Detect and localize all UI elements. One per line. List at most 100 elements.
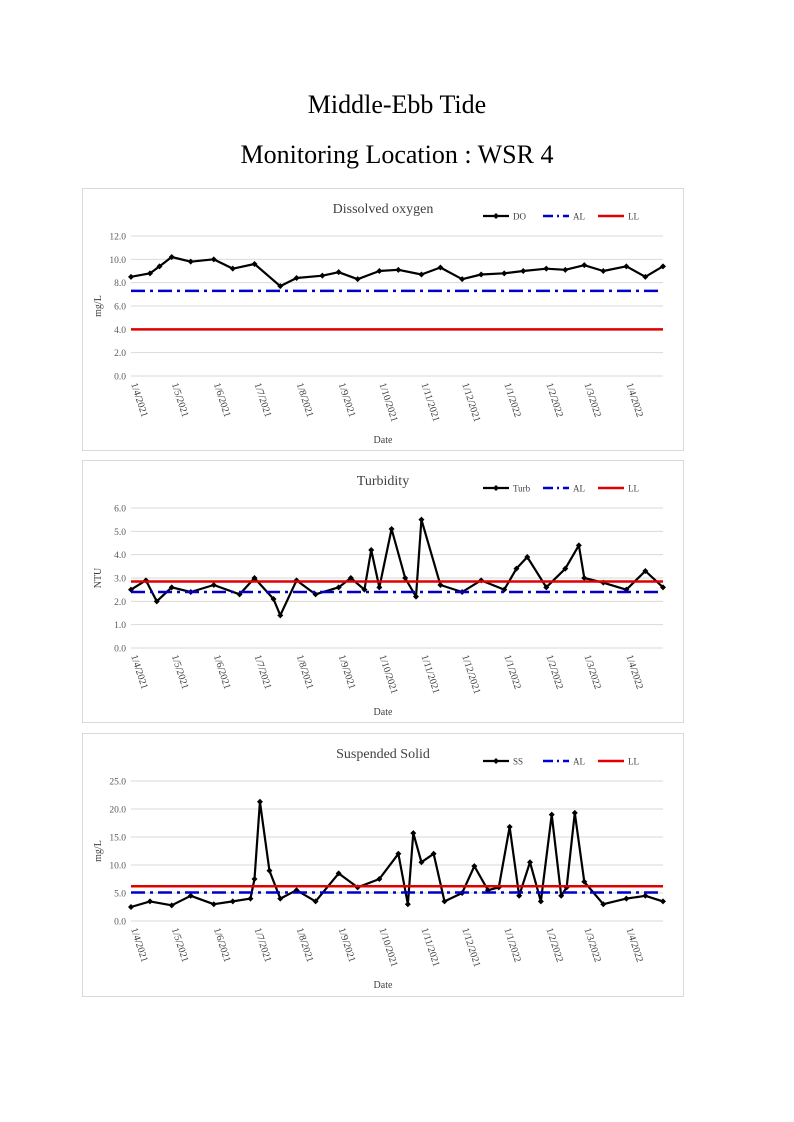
legend-ss-marker [493, 758, 499, 764]
data-point [335, 269, 342, 276]
suspended-solid-chart-svg: Suspended Solid 0.0 5.0 10.0 15.0 20.0 25.0 1/4… [93, 747, 666, 991]
x-tick-label: 1/4/2022 [624, 927, 645, 964]
legend-turb-label: Turb [513, 484, 531, 494]
data-point [147, 270, 153, 277]
y-tick-label: 4.0 [114, 551, 126, 561]
y-tick-label: 0.0 [114, 645, 126, 655]
y-tick-label: 12.0 [109, 233, 126, 243]
data-point [236, 591, 243, 598]
x-tick-label: 1/11/2021 [419, 654, 442, 696]
data-point [562, 266, 569, 273]
y-axis-title: mg/L [93, 295, 104, 317]
y-axis-title: NTU [93, 567, 104, 588]
data-point [660, 584, 666, 591]
data-point [413, 593, 419, 600]
x-tick-label: 1/1/2022 [501, 382, 522, 419]
page-subtitle: Monitoring Location : WSR 4 [240, 140, 554, 169]
data-point [600, 268, 607, 274]
x-tick-label: 1/9/2021 [336, 927, 357, 964]
data-point [527, 859, 533, 866]
data-point [312, 591, 319, 598]
data-point [524, 554, 531, 560]
data-point [147, 898, 153, 905]
y-tick-label: 20.0 [109, 806, 126, 816]
data-point [128, 904, 134, 910]
x-tick-label: 1/4/2021 [128, 382, 149, 419]
data-point [368, 547, 375, 553]
data-point [471, 863, 478, 870]
x-tick-label: 1/3/2022 [581, 654, 602, 691]
x-tick-label: 1/12/2021 [459, 654, 482, 696]
y-tick-label: 25.0 [109, 778, 126, 788]
data-point [270, 596, 277, 602]
data-point [335, 870, 342, 877]
data-point [210, 256, 217, 263]
data-point [520, 268, 527, 274]
data-point [395, 850, 402, 857]
x-tick-label: 1/2/2022 [543, 927, 564, 964]
data-point [575, 542, 582, 549]
legend-al-label: AL [573, 484, 585, 494]
chart-suspended-solid: Suspended Solid 0.0 5.0 10.0 15.0 20.0 25.0 1/4… [82, 733, 684, 997]
data-point [402, 575, 409, 581]
data-point [293, 275, 300, 281]
data-point [501, 586, 508, 593]
series-do-line [130, 255, 664, 288]
data-point [562, 565, 569, 572]
data-point [571, 809, 578, 816]
x-tick-label: 1/9/2021 [336, 654, 357, 691]
legend-ll-label: LL [628, 212, 639, 222]
data-point [543, 265, 550, 272]
x-tick-label: 1/8/2021 [294, 927, 315, 964]
data-point [128, 586, 134, 593]
x-tick-label: 1/10/2021 [377, 654, 400, 696]
x-tick-label: 1/6/2021 [211, 927, 232, 964]
data-point [187, 892, 194, 899]
x-tick-label: 1/1/2022 [501, 927, 522, 964]
data-point [642, 273, 649, 280]
data-point [418, 271, 425, 278]
data-point [548, 811, 555, 818]
x-tick-label: 1/7/2021 [252, 654, 273, 691]
data-point [388, 526, 395, 532]
data-point [277, 612, 284, 619]
data-point [361, 586, 368, 593]
x-tick-label: 1/10/2021 [377, 927, 400, 969]
data-point [430, 850, 437, 857]
x-tick-label: 1/6/2021 [211, 654, 232, 691]
data-point [581, 262, 588, 269]
x-axis-title: Date [374, 435, 393, 446]
x-axis-title: Date [374, 980, 393, 991]
data-point [128, 273, 134, 280]
data-point [516, 892, 523, 899]
chart-turbidity: Turbidity 0.0 1.0 2.0 3.0 4.0 5.0 6.0 1/4/2021 1/… [82, 460, 684, 723]
legend-ss-label: SS [513, 757, 523, 767]
data-point [558, 892, 565, 899]
x-tick-label: 1/9/2021 [336, 382, 357, 419]
y-tick-label: 2.0 [114, 598, 126, 608]
data-point [335, 584, 342, 591]
data-point [501, 270, 508, 277]
y-tick-label: 0.0 [114, 373, 126, 383]
x-tick-label: 1/4/2021 [128, 654, 149, 691]
data-point [660, 263, 666, 270]
y-tick-label: 0.0 [114, 918, 126, 928]
data-point [484, 887, 491, 894]
x-tick-label: 1/11/2021 [419, 382, 442, 424]
y-axis-title: mg/L [93, 840, 104, 862]
x-tick-label: 1/10/2021 [377, 382, 400, 424]
x-tick-label: 1/11/2021 [419, 927, 442, 969]
data-point [404, 901, 411, 908]
x-tick-label: 1/4/2022 [624, 382, 645, 419]
data-point [277, 283, 284, 290]
data-point [418, 516, 425, 523]
y-tick-label: 4.0 [114, 326, 126, 336]
page-title: Middle-Ebb Tide [307, 90, 487, 119]
data-point [347, 575, 354, 581]
x-tick-label: 1/8/2021 [294, 654, 315, 691]
data-point [247, 895, 254, 902]
data-point [600, 901, 607, 908]
x-tick-label: 1/12/2021 [459, 382, 482, 424]
legend-do-marker [493, 213, 499, 219]
data-point [251, 575, 258, 581]
